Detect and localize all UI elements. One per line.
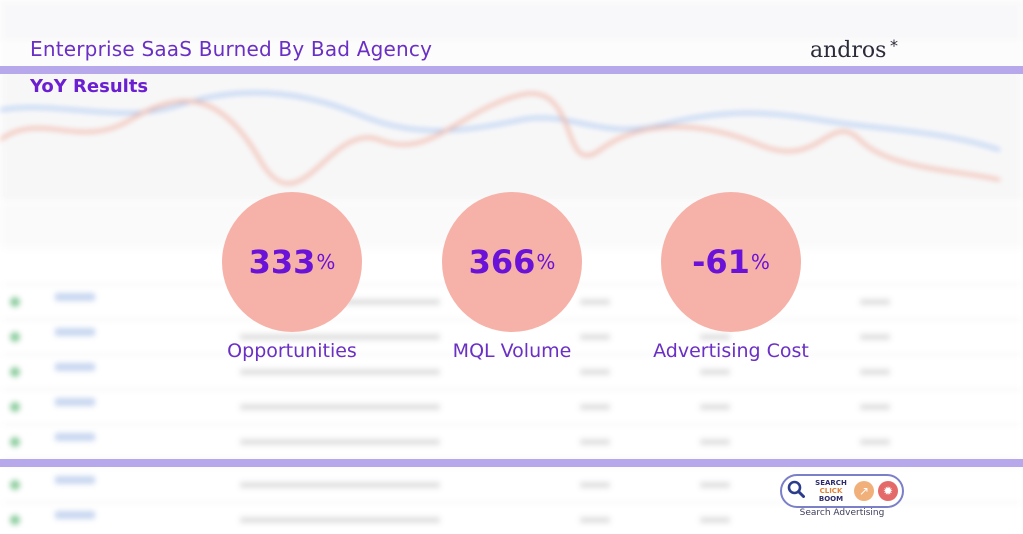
search-click-boom-badge: SEARCH CLICK BOOM ↗ ✹: [780, 474, 904, 508]
stat-label: Advertising Cost: [653, 340, 809, 362]
background-blue-line: [0, 91, 1001, 152]
stat-value: -61: [692, 243, 750, 281]
badge-caption: Search Advertising: [799, 508, 885, 518]
headline: Enterprise SaaS Burned By Bad Agency: [30, 37, 433, 61]
background-topbar: [0, 0, 1023, 40]
magnifier-icon: [787, 480, 805, 498]
stat-mql-volume: 366% MQL Volume: [442, 192, 582, 362]
stat-opportunities: 333% Opportunities: [222, 192, 362, 362]
stat-circle: 366%: [442, 192, 582, 332]
badge-line-boom: BOOM: [818, 495, 844, 503]
stat-circle: 333%: [222, 192, 362, 332]
badge-line-click: CLICK: [819, 487, 843, 495]
background-table-row: [0, 425, 1023, 460]
background-red-line: [0, 91, 1001, 186]
stat-unit: %: [750, 250, 770, 274]
stat-unit: %: [316, 250, 336, 274]
background-table-row: [0, 503, 1023, 534]
background-table-row: [0, 390, 1023, 425]
stat-circle: -61%: [661, 192, 801, 332]
background-line-chart: [0, 70, 1023, 200]
background-chart-svg: [0, 91, 1001, 186]
arrow-up-right-icon: ↗: [854, 481, 874, 501]
subhead: YoY Results: [30, 76, 149, 97]
brand-logo-mark: *: [890, 36, 898, 55]
background-table-row: [0, 355, 1023, 390]
bottom-accent-band: [0, 459, 1023, 467]
stat-value: 366: [468, 243, 536, 281]
top-accent-band: [0, 66, 1023, 74]
stat-value: 333: [248, 243, 316, 281]
stat-label: MQL Volume: [452, 340, 572, 362]
brand-logo: andros: [810, 38, 887, 63]
badge-wordmark: SEARCH CLICK BOOM: [810, 479, 852, 503]
stat-label: Opportunities: [227, 340, 357, 362]
badge-line-search: SEARCH: [815, 479, 847, 487]
burst-icon: ✹: [878, 481, 898, 501]
stat-advertising-cost: -61% Advertising Cost: [653, 192, 809, 362]
stat-unit: %: [536, 250, 556, 274]
